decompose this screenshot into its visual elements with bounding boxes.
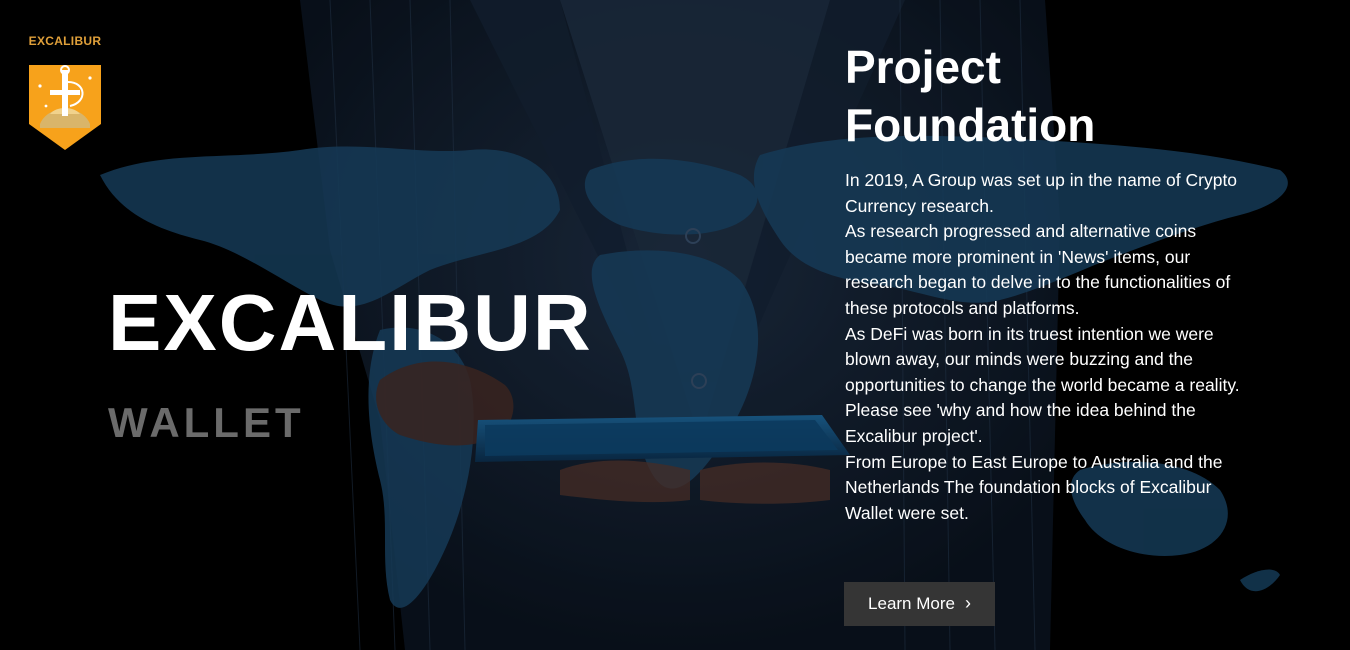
hero-title: EXCALIBUR bbox=[108, 278, 593, 367]
section-title: Project Foundation bbox=[845, 41, 1096, 151]
logo[interactable]: EXCALIBUR bbox=[26, 34, 104, 154]
learn-more-label: Learn More bbox=[868, 594, 955, 613]
body-paragraph: From Europe to East Europe to Australia … bbox=[845, 451, 1223, 523]
sword-shield-icon bbox=[29, 65, 101, 150]
logo-text: EXCALIBUR bbox=[28, 34, 102, 48]
body-paragraph: As research progressed and alternative c… bbox=[845, 221, 1231, 318]
body-paragraph: As DeFi was born in its truest intention… bbox=[845, 323, 1240, 446]
section-body: In 2019, A Group was set up in the name … bbox=[845, 168, 1260, 526]
chevron-right-icon: › bbox=[964, 593, 971, 613]
hero-subtitle: WALLET bbox=[108, 399, 305, 446]
body-paragraph: In 2019, A Group was set up in the name … bbox=[845, 170, 1238, 216]
learn-more-button[interactable]: Learn More › bbox=[844, 582, 995, 626]
